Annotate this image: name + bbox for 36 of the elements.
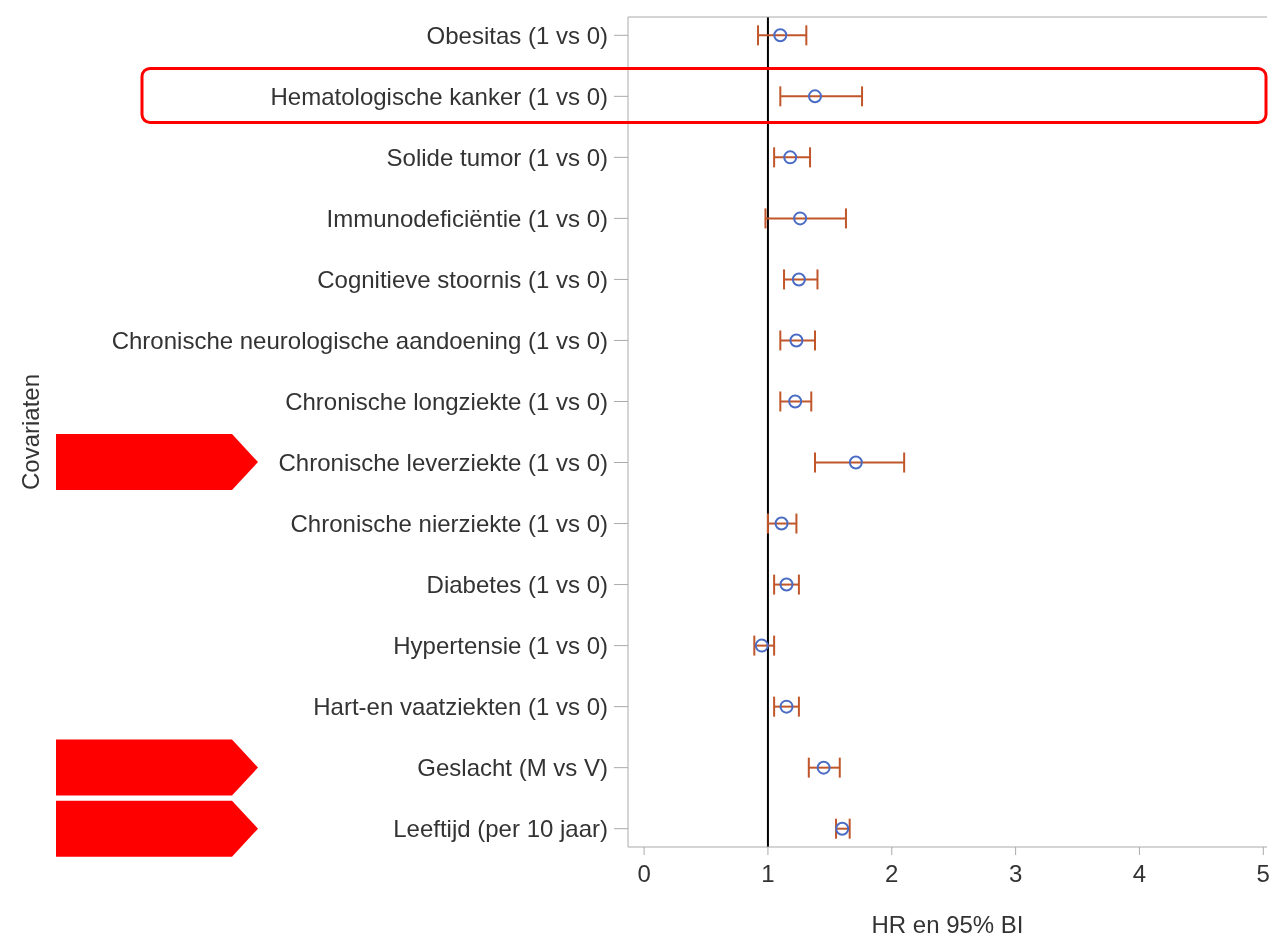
y-tick-label: Immunodeficiëntie (1 vs 0) (326, 204, 608, 232)
y-tick-label: Geslacht (M vs V) (417, 754, 608, 782)
point (848, 455, 863, 470)
y-tick-label: Chronische nierziekte (1 vs 0) (290, 510, 608, 538)
y-tick-label: Chronische leverziekte (1 vs 0) (278, 449, 608, 477)
point (788, 394, 803, 409)
y-tick-label: Obesitas (1 vs 0) (426, 21, 608, 49)
y-tick-label: Chronische longziekte (1 vs 0) (285, 388, 608, 416)
point (789, 333, 804, 348)
y-tick-label: Hart-en vaatziekten (1 vs 0) (313, 693, 608, 721)
x-tick-label: 4 (1132, 860, 1147, 888)
x-tick-label: 3 (1008, 860, 1023, 888)
point (807, 89, 822, 104)
x-tick-label: 2 (885, 860, 899, 888)
point (783, 150, 798, 165)
x-tick-label: 0 (637, 860, 651, 888)
y-tick-label: Hypertensie (1 vs 0) (393, 632, 608, 660)
x-tick-label: 1 (761, 860, 775, 888)
y-tick-label: Chronische neurologische aandoening (1 vs 0) (111, 326, 608, 354)
x-tick-label: 5 (1256, 860, 1270, 888)
y-tick-label: Cognitieve stoornis (1 vs 0) (317, 265, 608, 293)
y-axis-title: Covariaten (16, 373, 44, 491)
point (816, 760, 831, 775)
y-tick-label: Diabetes (1 vs 0) (426, 571, 608, 599)
y-tick-label: Hematologische kanker (1 vs 0) (270, 82, 608, 110)
point (779, 577, 794, 592)
point (773, 28, 788, 43)
x-axis-title: HR en 95% BI (871, 911, 1024, 938)
point (791, 272, 806, 287)
point (793, 211, 808, 226)
point (774, 516, 789, 531)
point (754, 638, 769, 653)
y-tick-label: Leeftijd (per 10 jaar) (393, 815, 608, 843)
y-tick-label: Solide tumor (1 vs 0) (386, 143, 608, 171)
point (835, 821, 850, 836)
point (779, 699, 794, 714)
